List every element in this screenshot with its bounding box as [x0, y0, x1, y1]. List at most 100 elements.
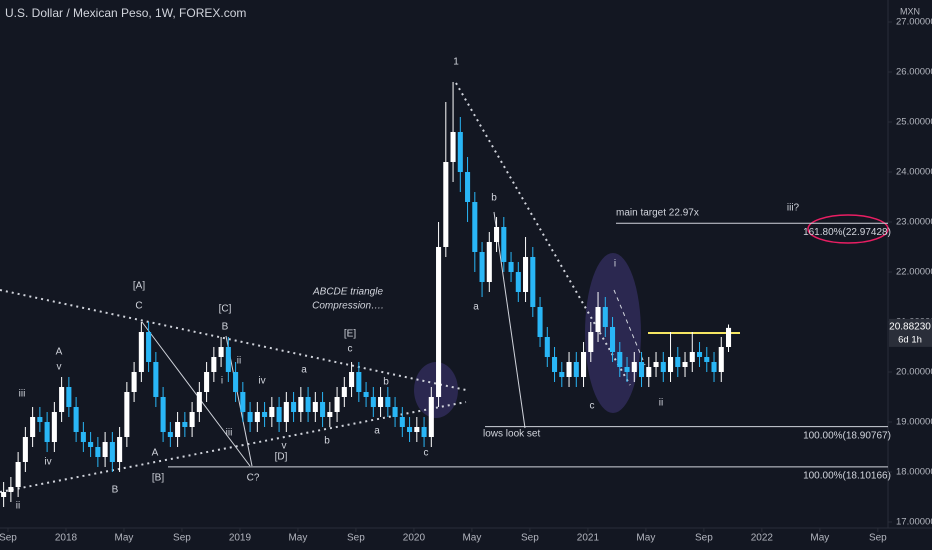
- annotation: b: [491, 193, 497, 204]
- candle-body: [421, 427, 427, 437]
- candle-body: [581, 352, 587, 377]
- axes: 17.0000018.0000019.0000020.0000021.00000…: [0, 17, 932, 544]
- annotation: B: [112, 485, 119, 496]
- plot: 161.80%(22.97428) 100.00%(18.90767) 100.00…: [1, 57, 891, 512]
- candle-body: [450, 132, 456, 162]
- x-tick-label: 2018: [55, 533, 78, 544]
- annotation: Compression….: [312, 301, 384, 312]
- highlight-ellipse: [414, 362, 458, 418]
- candle-body: [175, 422, 181, 437]
- last-price-box: [889, 318, 932, 347]
- candle-body: [240, 392, 246, 412]
- candle-body: [646, 367, 652, 377]
- y-tick-label: 19.00000: [896, 417, 932, 428]
- annotation: iii: [19, 389, 26, 400]
- candle-body: [37, 417, 43, 422]
- candle-body: [73, 407, 79, 432]
- candle-body: [189, 412, 195, 427]
- candle-body: [682, 362, 688, 367]
- candle-body: [653, 362, 659, 367]
- annotation: iii?: [787, 203, 800, 214]
- candle-body: [1, 492, 7, 497]
- candle-body: [718, 347, 724, 372]
- annotation: C: [135, 301, 142, 312]
- x-tick-label: 2019: [229, 533, 252, 544]
- candle-body: [457, 132, 463, 172]
- candle-body: [508, 262, 514, 272]
- candle-body: [494, 227, 500, 242]
- y-tick-label: 17.00000: [896, 517, 932, 528]
- annotation: b: [383, 377, 389, 388]
- candle-body: [233, 372, 239, 392]
- candle-body: [544, 337, 550, 357]
- level-label: 100.00%(18.90767): [803, 430, 891, 441]
- level-label: 100.00%(18.10166): [803, 471, 891, 482]
- candle-body: [15, 462, 21, 487]
- candle-body: [327, 412, 333, 417]
- candle-body: [399, 417, 405, 427]
- candle-body: [472, 202, 478, 252]
- candle-body: [552, 357, 558, 372]
- candle-body: [436, 247, 442, 397]
- annotation: a: [473, 302, 479, 313]
- triangle-upper: [0, 289, 467, 391]
- candle-body: [167, 432, 173, 437]
- candle-body: [370, 397, 376, 407]
- candle-body: [305, 397, 311, 412]
- annotation: a: [301, 365, 307, 376]
- candle-body: [160, 397, 166, 432]
- x-tick-label: Sep: [521, 533, 539, 544]
- candle-body: [146, 332, 152, 362]
- candle-body: [341, 387, 347, 397]
- candle-body: [320, 402, 326, 417]
- candle-body: [523, 257, 529, 292]
- x-tick-label: May: [115, 533, 134, 544]
- annotation: iv: [44, 457, 51, 468]
- candle-body: [711, 362, 717, 372]
- annotation: A: [56, 347, 63, 358]
- candle-body: [537, 307, 543, 337]
- candle-body: [8, 487, 14, 492]
- candle-body: [428, 397, 434, 437]
- x-tick-label: May: [462, 533, 481, 544]
- x-tick-label: May: [288, 533, 307, 544]
- candle-body: [131, 372, 137, 392]
- candle-body: [254, 412, 260, 422]
- x-tick-label: 2022: [751, 533, 774, 544]
- candle-body: [486, 242, 492, 282]
- candle-body: [80, 432, 86, 442]
- candle-body: [124, 392, 130, 437]
- annotation: ii: [659, 398, 663, 409]
- candle-body: [624, 367, 630, 372]
- x-tick-label: Sep: [347, 533, 365, 544]
- candle-body: [566, 362, 572, 377]
- candle-body: [443, 162, 449, 247]
- annotation: [C]: [219, 304, 232, 315]
- annotation: i: [221, 376, 223, 387]
- annotation: iv: [258, 376, 265, 387]
- annotation: c: [590, 401, 595, 412]
- trend-dashed: [613, 289, 646, 366]
- candle-body: [109, 442, 115, 462]
- candle-body: [262, 412, 268, 417]
- candle-body: [102, 442, 108, 457]
- x-tick-label: 2020: [403, 533, 426, 544]
- last-price-label: 20.88230: [889, 322, 931, 333]
- candle-body: [334, 397, 340, 412]
- annotation: A: [152, 448, 159, 459]
- candle-body: [269, 407, 275, 417]
- currency: MXN: [900, 6, 920, 16]
- candle-body: [530, 257, 536, 307]
- candle-body: [501, 227, 507, 262]
- candle-body: [117, 437, 123, 462]
- candle-body: [667, 357, 674, 372]
- x-tick-label: 2021: [577, 533, 600, 544]
- candle-body: [602, 307, 608, 327]
- annotation: c: [424, 448, 429, 459]
- annotation: 1: [453, 57, 459, 68]
- candle-body: [595, 307, 601, 332]
- level-label: 161.80%(22.97428): [803, 227, 891, 238]
- annotation: i: [614, 259, 616, 270]
- candle-body: [610, 327, 616, 352]
